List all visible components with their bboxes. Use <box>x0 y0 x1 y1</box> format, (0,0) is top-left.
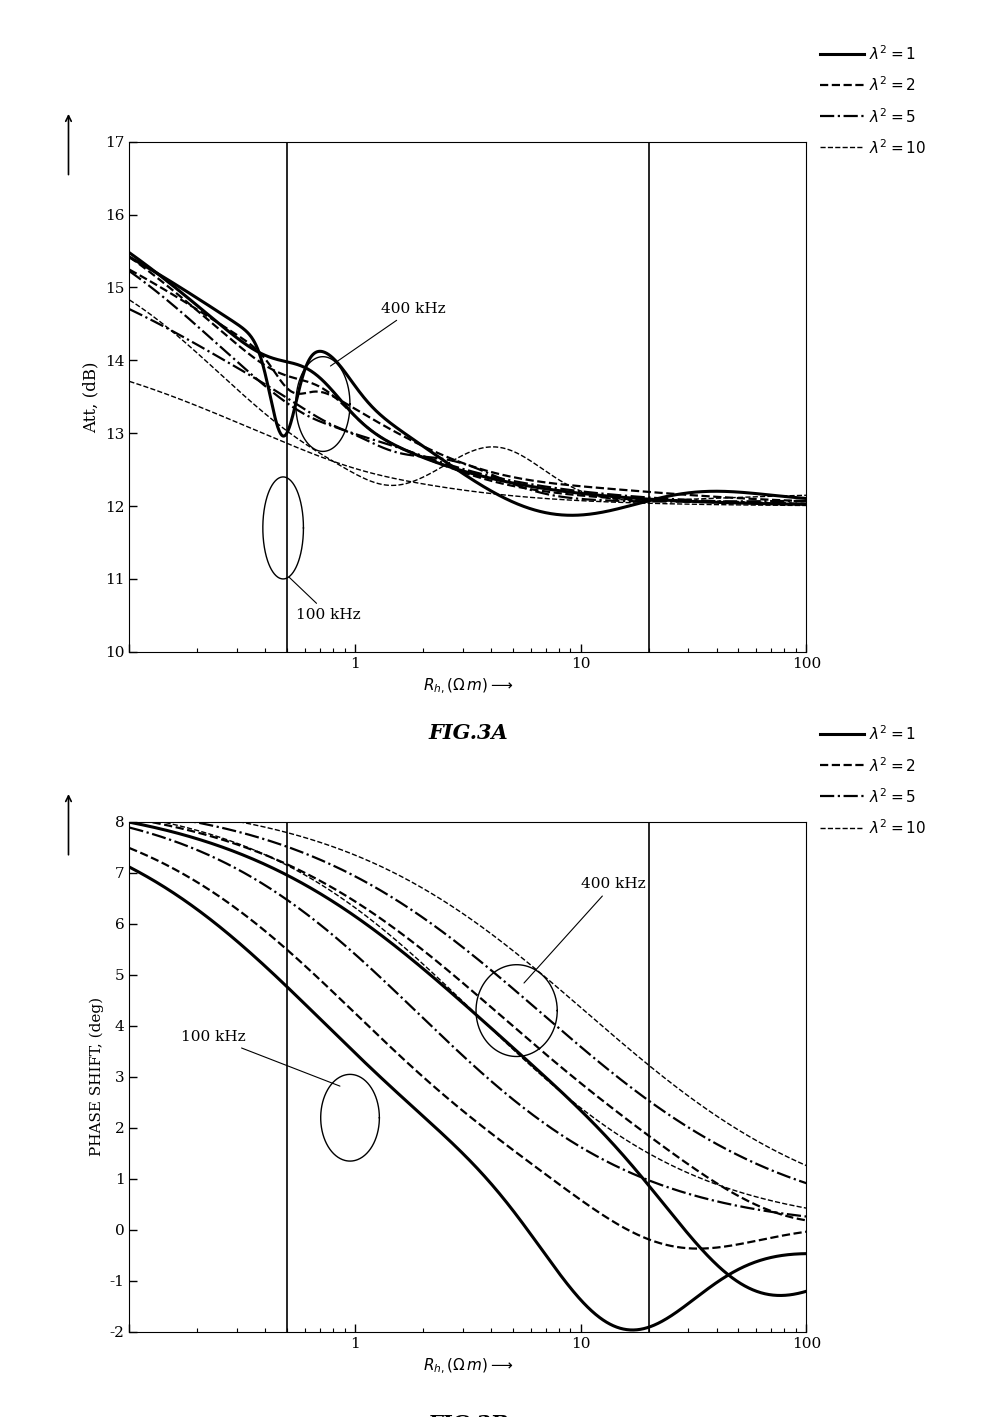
Text: $\lambda^2=2$: $\lambda^2=2$ <box>869 75 915 95</box>
Y-axis label: Att, (dB): Att, (dB) <box>83 361 100 432</box>
Y-axis label: PHASE SHIFT, (deg): PHASE SHIFT, (deg) <box>90 998 104 1156</box>
Text: 400 kHz: 400 kHz <box>330 302 445 366</box>
Text: $\lambda^2=5$: $\lambda^2=5$ <box>869 106 915 126</box>
Text: $\lambda^2=10$: $\lambda^2=10$ <box>869 818 925 837</box>
Text: 100 kHz: 100 kHz <box>289 577 361 622</box>
X-axis label: $R_{h,}(\Omega\,m)\longrightarrow$: $R_{h,}(\Omega\,m)\longrightarrow$ <box>423 1356 512 1376</box>
Text: FIG.3A: FIG.3A <box>428 723 507 744</box>
Text: FIG.3B: FIG.3B <box>427 1414 508 1417</box>
Text: $\lambda^2=10$: $\lambda^2=10$ <box>869 137 925 157</box>
Text: $\lambda^2=5$: $\lambda^2=5$ <box>869 786 915 806</box>
Text: 100 kHz: 100 kHz <box>181 1030 339 1085</box>
Text: 400 kHz: 400 kHz <box>523 877 645 983</box>
Text: $\lambda^2=1$: $\lambda^2=1$ <box>869 724 915 744</box>
Text: $\lambda^2=2$: $\lambda^2=2$ <box>869 755 915 775</box>
Text: $\lambda^2=1$: $\lambda^2=1$ <box>869 44 915 64</box>
X-axis label: $R_{h,}(\Omega\,m)\longrightarrow$: $R_{h,}(\Omega\,m)\longrightarrow$ <box>423 676 512 696</box>
